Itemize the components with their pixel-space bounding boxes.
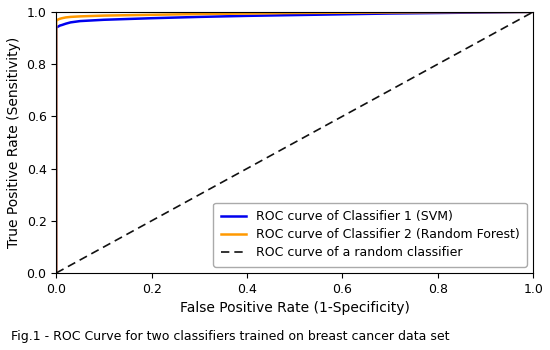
ROC curve of Classifier 2 (Random Forest) <box>59 16 65 20</box>
Text: Fig.1 - ROC Curve for two classifiers trained on breast cancer data set: Fig.1 - ROC Curve for two classifiers tr… <box>11 330 449 343</box>
ROC curve of Classifier 2 (Random Forest) <box>54 18 61 22</box>
ROC curve of Classifier 2 (Random Forest) <box>53 18 59 22</box>
ROC curve of Classifier 1 (SVM) <box>482 10 489 15</box>
ROC curve of Classifier 2 (Random Forest) <box>57 17 63 21</box>
ROC curve of Classifier 1 (SVM) <box>63 22 69 26</box>
ROC curve of Classifier 1 (SVM) <box>59 23 65 27</box>
ROC curve of Classifier 2 (Random Forest) <box>63 15 69 20</box>
ROC curve of Classifier 1 (SVM) <box>53 271 59 275</box>
ROC curve of Classifier 1 (SVM) <box>244 14 250 18</box>
ROC curve of Classifier 1 (SVM) <box>339 12 345 16</box>
ROC curve of Classifier 2 (Random Forest) <box>101 14 107 18</box>
ROC curve of Classifier 1 (SVM) <box>434 11 441 15</box>
ROC curve of Classifier 1 (SVM) <box>57 23 63 28</box>
ROC curve of Classifier 1 (SVM) <box>148 16 155 20</box>
ROC curve of Classifier 1 (SVM) <box>53 26 59 30</box>
ROC curve of Classifier 1 (SVM) <box>67 20 74 24</box>
ROC curve of Classifier 2 (Random Forest) <box>77 14 84 19</box>
ROC curve of Classifier 2 (Random Forest) <box>482 10 489 14</box>
Line: ROC curve of Classifier 2 (Random Forest): ROC curve of Classifier 2 (Random Forest… <box>56 12 533 273</box>
Line: ROC curve of Classifier 1 (SVM): ROC curve of Classifier 1 (SVM) <box>56 12 533 273</box>
ROC curve of Classifier 1 (SVM) <box>56 24 62 28</box>
ROC curve of Classifier 2 (Random Forest) <box>530 10 536 14</box>
ROC curve of Classifier 1 (SVM) <box>101 18 107 22</box>
Y-axis label: True Positive Rate (Sensitivity): True Positive Rate (Sensitivity) <box>7 37 21 248</box>
X-axis label: False Positive Rate (1-Specificity): False Positive Rate (1-Specificity) <box>180 301 410 315</box>
ROC curve of Classifier 2 (Random Forest) <box>67 15 74 19</box>
Legend: ROC curve of Classifier 1 (SVM), ROC curve of Classifier 2 (Random Forest), ROC : ROC curve of Classifier 1 (SVM), ROC cur… <box>213 203 527 267</box>
ROC curve of Classifier 2 (Random Forest) <box>434 10 441 14</box>
ROC curve of Classifier 1 (SVM) <box>387 12 393 16</box>
ROC curve of Classifier 2 (Random Forest) <box>196 12 202 16</box>
ROC curve of Classifier 1 (SVM) <box>530 10 536 14</box>
ROC curve of Classifier 2 (Random Forest) <box>148 13 155 17</box>
ROC curve of Classifier 2 (Random Forest) <box>387 10 393 15</box>
ROC curve of Classifier 1 (SVM) <box>196 15 202 19</box>
ROC curve of Classifier 2 (Random Forest) <box>53 271 59 275</box>
ROC curve of Classifier 1 (SVM) <box>77 19 84 23</box>
ROC curve of Classifier 2 (Random Forest) <box>56 17 62 21</box>
ROC curve of Classifier 1 (SVM) <box>292 13 298 17</box>
ROC curve of Classifier 2 (Random Forest) <box>339 10 345 15</box>
ROC curve of Classifier 2 (Random Forest) <box>244 12 250 16</box>
ROC curve of Classifier 2 (Random Forest) <box>292 11 298 15</box>
